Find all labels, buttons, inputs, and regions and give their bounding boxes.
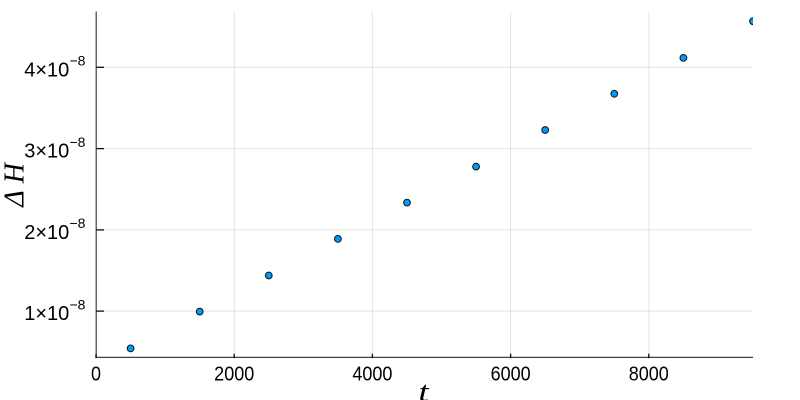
svg-text:−8: −8	[70, 134, 86, 150]
svg-text:2×10: 2×10	[24, 222, 69, 244]
svg-text:3×10: 3×10	[24, 141, 69, 163]
svg-text:−8: −8	[70, 296, 86, 312]
svg-text:0: 0	[91, 364, 101, 386]
svg-text:4×10: 4×10	[24, 59, 69, 81]
svg-text:ΔH: ΔH	[0, 156, 30, 208]
svg-text:1×10: 1×10	[24, 303, 69, 325]
svg-text:2000: 2000	[214, 364, 254, 386]
svg-text:8000: 8000	[629, 364, 669, 386]
svg-text:−8: −8	[70, 215, 86, 231]
svg-text:6000: 6000	[491, 364, 531, 386]
svg-text:t: t	[418, 376, 429, 400]
svg-text:4000: 4000	[352, 364, 392, 386]
svg-text:−8: −8	[70, 53, 86, 69]
